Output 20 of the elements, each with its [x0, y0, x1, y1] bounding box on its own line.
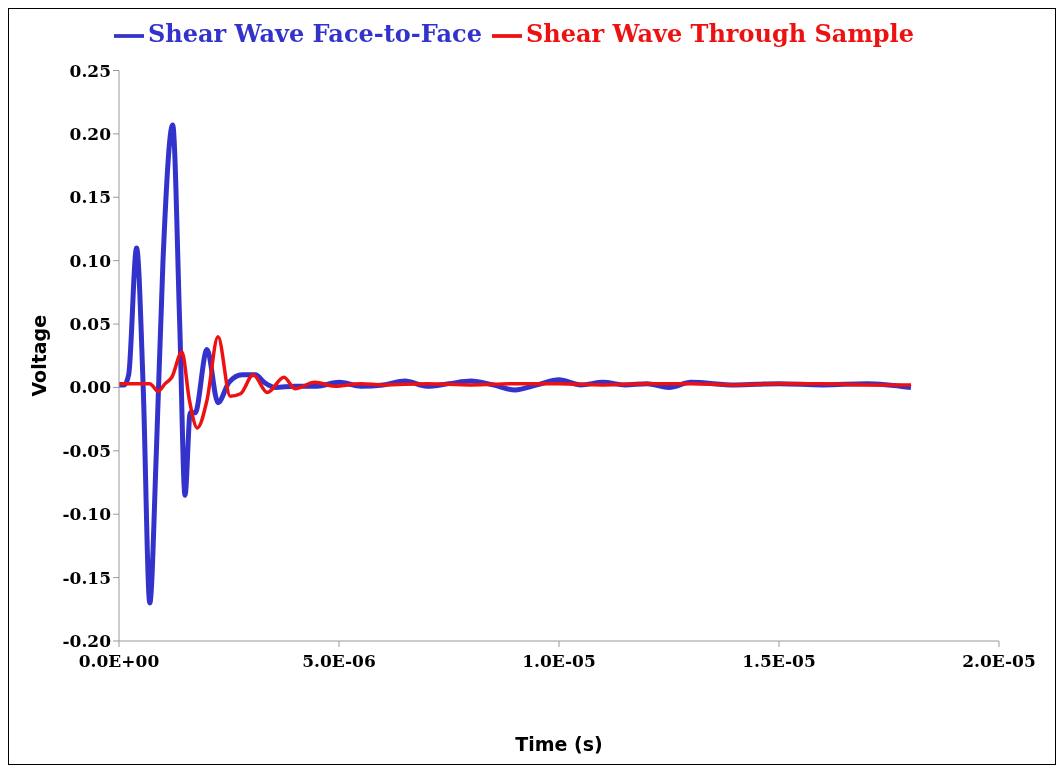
x-tick-label: 1.0E-05 [522, 651, 596, 672]
x-axis-title: Time (s) [515, 733, 603, 755]
y-tick-label: 0.10 [69, 250, 112, 271]
y-tick-label: 0.15 [69, 187, 111, 208]
line-series [119, 334, 913, 430]
y-tick-label: -0.15 [62, 567, 111, 588]
y-axis-title: Voltage [27, 314, 50, 397]
y-tick-label: -0.05 [62, 440, 111, 461]
x-tick-label: 5.0E-06 [302, 651, 376, 672]
x-tick-label: 2.0E-05 [962, 651, 1036, 672]
x-tick-label: 1.5E-05 [742, 651, 816, 672]
legend-label: Shear Wave Through Sample [525, 19, 914, 48]
y-tick-label: 0.25 [69, 60, 111, 81]
legend-label: Shear Wave Face-to-Face [148, 19, 482, 48]
y-tick-label: 0.20 [69, 123, 112, 144]
y-tick-label: -0.20 [62, 631, 112, 652]
y-tick-label: 0.00 [69, 377, 112, 398]
y-tick-label: 0.05 [69, 314, 111, 335]
x-tick-label: 0.0E+00 [78, 651, 160, 672]
y-tick-label: -0.10 [62, 504, 112, 525]
